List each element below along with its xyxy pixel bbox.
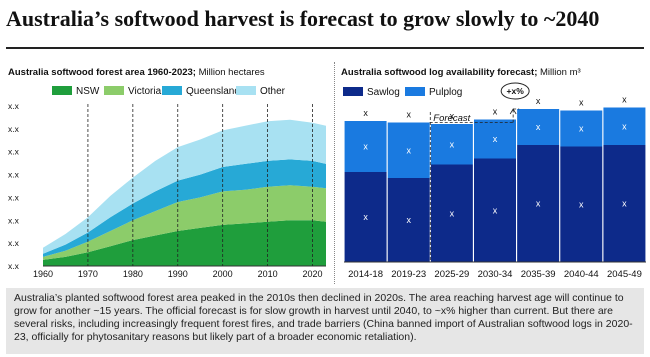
bar-label-pulplog: x [536,122,541,132]
area-series-queensland [43,159,326,257]
area-series-nsw [43,220,326,266]
x-category-label: 2030-34 [478,269,513,280]
legend-swatch-nsw [52,86,72,95]
y-tick-label: x.x [8,238,20,248]
chart-title: Australia’s softwood harvest is forecast… [6,6,600,31]
legend-label-nsw: NSW [76,86,100,97]
forecast-label: Forecast [433,113,470,124]
bar-total-label: x [579,98,584,108]
x-tick-label: 1970 [78,269,98,279]
bar-label-sawlog: x [493,205,498,215]
bar-pulplog [344,121,387,172]
x-category-label: 2014-18 [348,269,383,280]
x-tick-label: 2000 [213,269,233,279]
y-tick-label: x.x [8,192,20,202]
bar-sawlog [387,178,430,262]
bar-sawlog [560,146,603,262]
left-subtitle: Australia softwood forest area 1960-2023… [8,67,265,78]
bar-label-sawlog: x [536,199,541,209]
bar-label-sawlog: x [579,199,584,209]
caption-box: Australia’s planted softwood forest area… [6,288,644,354]
bar-sawlog [474,158,516,262]
legend-label-victoria: Victoria [128,86,162,97]
legend-swatch-pulplog [405,87,425,96]
x-tick-label: 2020 [303,269,323,279]
legend-label-queensland: Queensland [186,86,240,97]
bar-pulplog [430,124,473,165]
y-tick-label: x.x [8,124,20,134]
x-category-label: 2040-44 [564,269,599,280]
legend-swatch-other [236,86,256,95]
bar-label-pulplog: x [363,142,368,152]
bar-total-label: x [450,111,455,121]
bar-pulplog [517,109,560,145]
legend-label-other: Other [260,86,286,97]
y-tick-label: x.x [8,215,20,225]
legend-swatch-sawlog [343,87,363,96]
growth-arrowhead [509,108,517,115]
bar-label-sawlog: x [622,199,627,209]
bar-pulplog [560,110,603,147]
bar-total-label: x [622,95,627,105]
right-subtitle: Australia softwood log availability fore… [341,67,581,78]
bar-label-sawlog: x [406,215,411,225]
legend-label-sawlog: Sawlog [367,87,400,98]
right-subtitle-unit: Million m³ [537,67,581,78]
x-tick-label: 1960 [33,269,53,279]
x-category-label: 2035-39 [521,269,556,280]
bar-label-pulplog: x [406,145,411,155]
growth-badge [500,82,530,100]
left-subtitle-unit: Million hectares [195,67,265,78]
bar-total-label: x [493,107,498,117]
left-subtitle-bold: Australia softwood forest area 1960-2023… [8,67,196,78]
area-series-victoria [43,185,326,260]
x-category-label: 2045-49 [607,269,642,280]
growth-badge-label: +x% [507,86,525,96]
x-category-label: 2025-29 [434,269,469,280]
legend-swatch-queensland [162,86,182,95]
x-tick-label: 1990 [168,269,188,279]
bar-label-pulplog: x [493,134,498,144]
bar-pulplog [603,107,646,145]
bar-label-pulplog: x [622,121,627,131]
bar-sawlog [517,145,560,262]
bar-sawlog [430,164,473,262]
bar-total-label: x [363,108,368,118]
bar-label-sawlog: x [363,212,368,222]
right-subtitle-bold: Australia softwood log availability fore… [341,67,538,78]
bar-pulplog [387,122,430,178]
title-rule [6,47,644,49]
bar-total-label: x [536,96,541,106]
bar-sawlog [344,172,387,262]
y-tick-label: x.x [8,261,20,271]
legend-swatch-victoria [104,86,124,95]
bar-sawlog [603,145,646,262]
bar-label-pulplog: x [579,124,584,134]
panel-divider [334,62,335,284]
area-series-other [43,119,326,254]
bar-pulplog [474,119,516,159]
y-tick-label: x.x [8,147,20,157]
bar-total-label: x [406,110,411,120]
y-tick-label: x.x [8,101,20,111]
x-tick-label: 2010 [258,269,278,279]
x-tick-label: 1980 [123,269,143,279]
y-tick-label: x.x [8,170,20,180]
x-category-label: 2019-23 [391,269,426,280]
bar-label-pulplog: x [450,139,455,149]
legend-label-pulplog: Pulplog [429,87,462,98]
bar-label-sawlog: x [450,208,455,218]
